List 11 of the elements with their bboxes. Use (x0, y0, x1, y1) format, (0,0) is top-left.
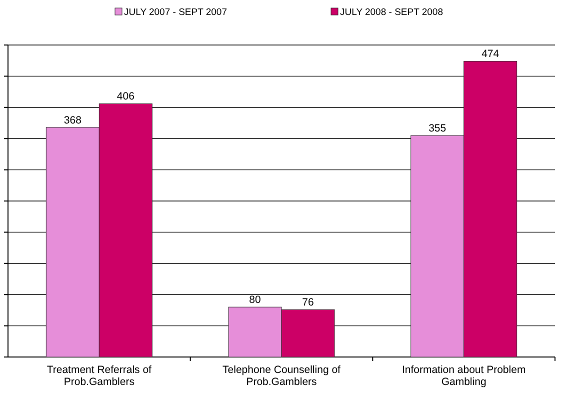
data-label: 474 (482, 48, 500, 60)
data-label: 355 (428, 122, 446, 134)
x-tick-label: Information about Problem Gambling (402, 364, 526, 388)
legend-label: JULY 2007 - SEPT 2007 (124, 7, 227, 18)
x-tick-label: Telephone Counselling of Prob.Gamblers (222, 364, 341, 388)
data-label: 406 (116, 90, 135, 103)
legend-label: JULY 2008 - SEPT 2008 (340, 7, 443, 18)
data-label: 76 (302, 296, 314, 309)
data-label: 368 (64, 114, 82, 126)
data-label: 80 (249, 294, 261, 306)
x-tick-label: Treatment Referrals of Prob.Gamblers (46, 364, 152, 388)
